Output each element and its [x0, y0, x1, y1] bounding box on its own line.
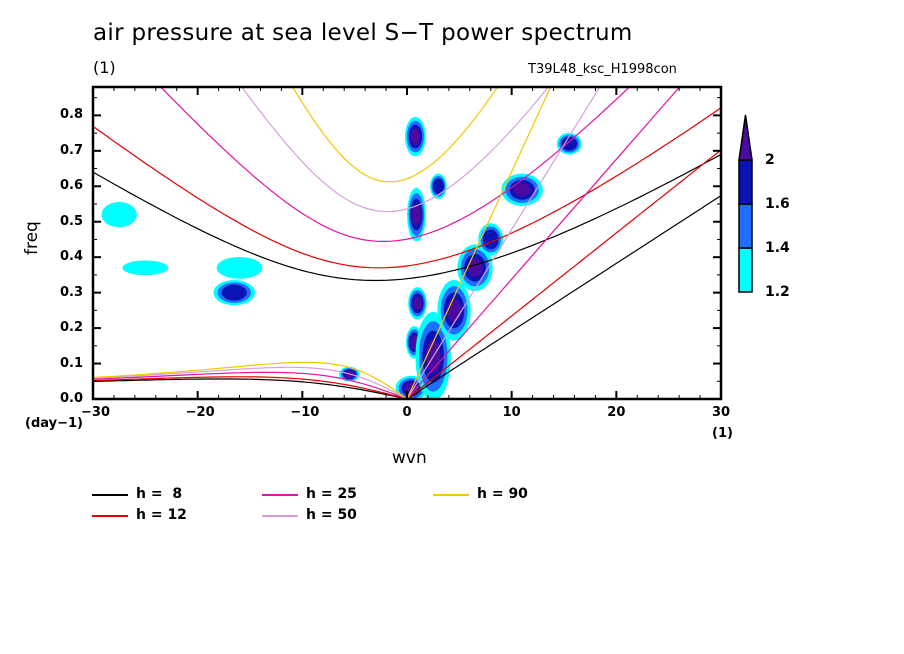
x-tick-label: 0 [402, 405, 412, 420]
contour-blob [101, 202, 137, 228]
y-tick-label: 0.3 [60, 284, 84, 300]
x-unit-label: (1) [712, 426, 733, 441]
contour-blob [415, 311, 451, 399]
x-tick-label: −30 [81, 405, 110, 420]
contour-level-1.6 [432, 178, 444, 195]
y-axis-label: freq [22, 221, 42, 255]
colorbar-segment [738, 247, 753, 293]
legend-item-label: h = 12 [136, 507, 187, 523]
kelvin-curve-h8 [406, 195, 721, 399]
contour-level-2 [411, 204, 421, 226]
chart-title: air pressure at sea level S−T power spec… [93, 20, 633, 46]
rossby-curve-h25 [93, 371, 408, 399]
contour-blob [213, 280, 256, 306]
colorbar-segment [738, 159, 753, 205]
x-tick-label: 20 [607, 405, 626, 420]
contour-blob [556, 132, 582, 155]
kelvin-curve-h12 [406, 149, 721, 399]
contour-level-1.6 [482, 229, 499, 250]
contour-level-1.2 [216, 256, 263, 279]
contour-level-2 [513, 182, 531, 197]
x-axis-label: wvn [392, 448, 427, 468]
colorbar-label: 2 [765, 152, 775, 168]
legend-lines [92, 494, 469, 517]
kelvin-curve-h90 [406, 87, 552, 399]
colorbar-segment [738, 203, 753, 249]
y-tick-label: 0.1 [60, 355, 84, 371]
rossby-curve-h12 [93, 376, 408, 399]
y-unit-label: (day−1) [25, 416, 83, 431]
ig-curve-h50 [241, 87, 550, 213]
y-tick-label: 0.5 [60, 213, 84, 229]
chart-subtitle: (1) [93, 58, 116, 77]
y-tick-label: 0.7 [60, 142, 84, 158]
contour-fills [101, 116, 582, 399]
colorbar [738, 114, 753, 293]
x-tick-label: 30 [711, 405, 731, 420]
kelvin-curve-h50 [406, 87, 601, 399]
ig-curve-h12 [93, 107, 721, 269]
contour-level-1.6 [561, 136, 578, 151]
kelvin-curve-h25 [406, 87, 681, 399]
contour-blob [122, 260, 169, 276]
axis-ticks [92, 87, 722, 400]
y-tick-label: 0.8 [60, 107, 84, 123]
legend-item-label: h = 8 [136, 486, 183, 502]
ig-curve-h90 [291, 87, 499, 183]
legend-item-label: h = 50 [306, 507, 357, 523]
contour-level-1.6 [221, 284, 247, 301]
x-tick-label: −10 [290, 405, 320, 420]
rossby-curve-h50 [93, 366, 408, 399]
contour-blob [478, 223, 504, 256]
contour-blob [408, 287, 427, 320]
colorbar-label: 1.4 [765, 240, 790, 256]
rossby-curve-h90 [93, 361, 408, 399]
contour-level-2 [447, 298, 462, 323]
contour-level-1.2 [122, 260, 169, 276]
contour-blob [216, 256, 263, 279]
colorbar-label: 1.2 [765, 284, 790, 300]
contour-level-1.2 [101, 202, 137, 228]
dispersion-curves [93, 87, 721, 399]
y-tick-label: 0.6 [60, 178, 84, 194]
contour-blob [501, 173, 543, 206]
colorbar-extend-arrow [738, 114, 753, 161]
contour-blob [407, 187, 426, 242]
contour-blob [437, 280, 471, 341]
contour-level-2 [412, 296, 422, 311]
ig-curve-h25 [159, 87, 631, 242]
run-id-label: T39L48_ksc_H1998con [528, 62, 677, 77]
contour-level-2 [467, 258, 483, 278]
legend-item-label: h = 25 [306, 486, 357, 502]
y-tick-label: 0.0 [60, 391, 84, 406]
legend-item-label: h = 90 [477, 486, 528, 502]
x-tick-label: −20 [185, 405, 215, 420]
y-tick-label: 0.2 [60, 320, 84, 336]
contour-blob [457, 244, 493, 292]
colorbar-label: 1.6 [765, 196, 790, 212]
y-tick-label: 0.4 [60, 249, 84, 265]
ig-curve-h8 [93, 153, 721, 282]
rossby-curve-h8 [93, 378, 408, 399]
x-tick-label: 10 [502, 405, 521, 420]
contour-level-2 [410, 128, 421, 145]
contour-blob [405, 116, 426, 157]
